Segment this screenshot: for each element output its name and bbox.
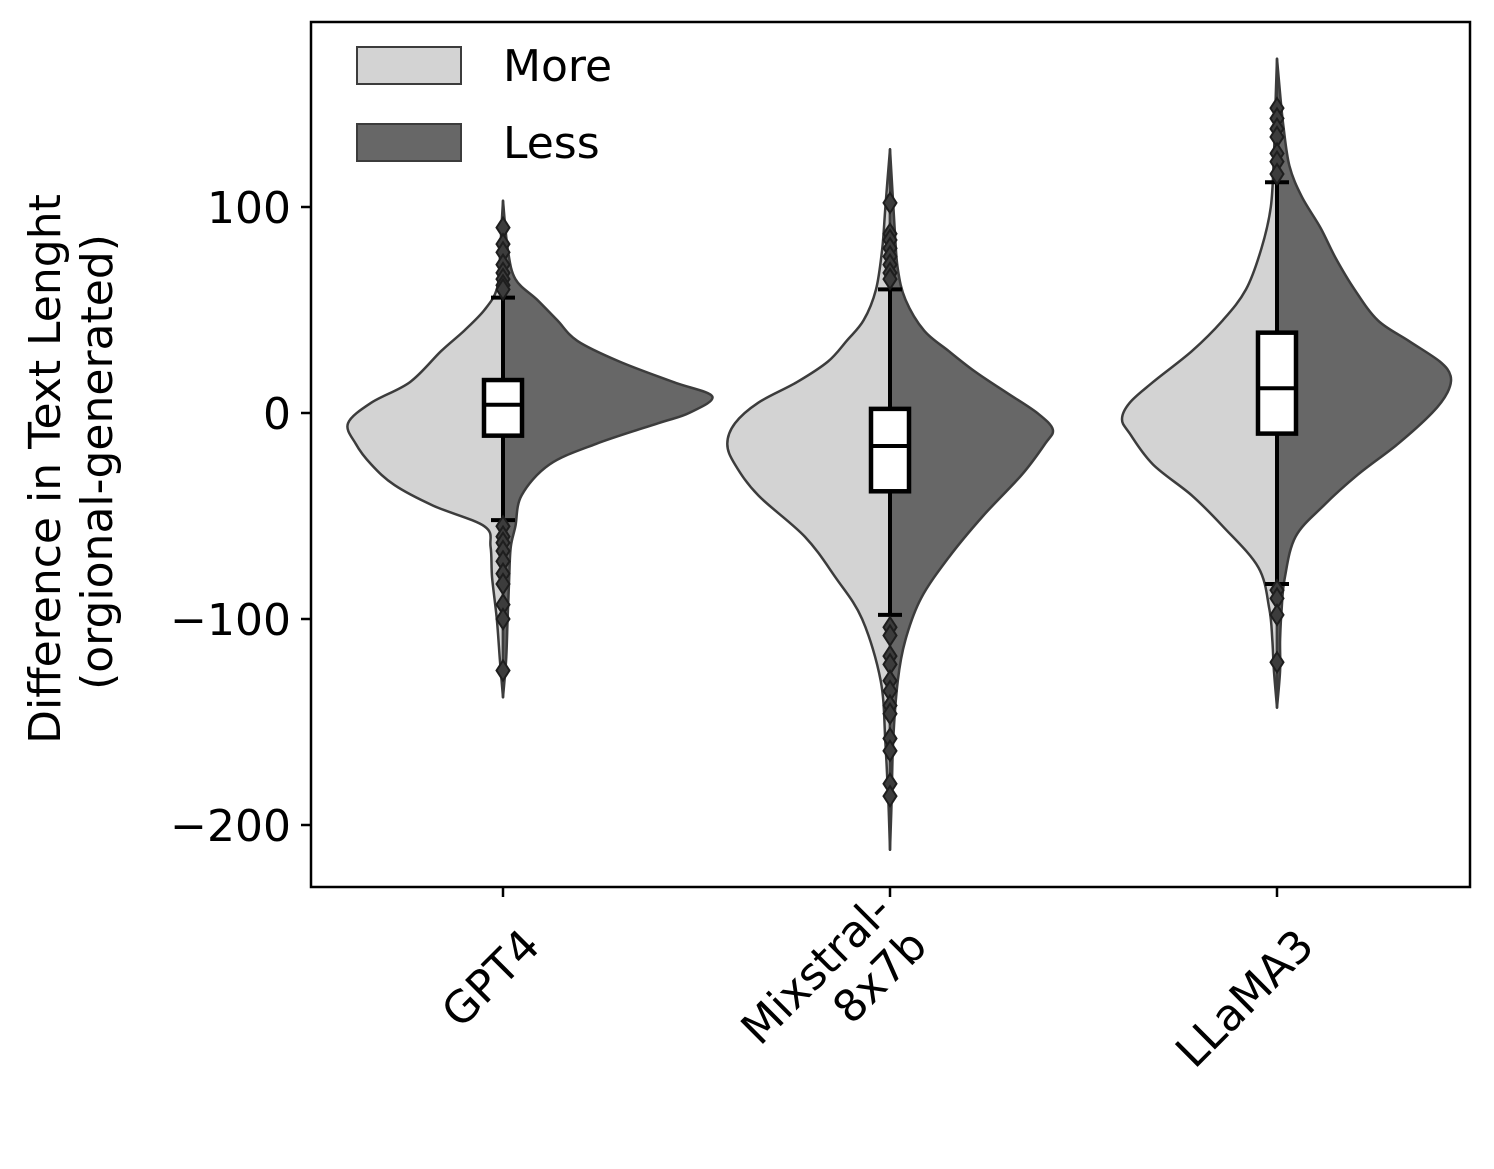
box-gpt4 [481, 377, 525, 438]
legend-swatch-more [356, 46, 462, 85]
violin-more-mixstral-8x7b [726, 148, 892, 851]
violin-group [346, 57, 1453, 851]
violin-less-mixstral-8x7b [888, 148, 1055, 851]
legend: More Less [356, 41, 612, 169]
violin-less-llama3 [1275, 57, 1453, 709]
y-tick-label: −100 [170, 595, 291, 646]
legend-label-more: More [503, 41, 612, 92]
y-axis-label-line-2: (orgional-generated) [72, 234, 123, 690]
y-tick-label: −200 [170, 801, 291, 852]
legend-label-less: Less [503, 118, 600, 169]
outlier-point-llama3 [1269, 650, 1285, 675]
outlier-point-mixstral-8x7b [882, 701, 898, 726]
outlier-point-mixstral-8x7b [882, 191, 898, 215]
y-tick-label: 100 [207, 183, 291, 234]
y-axis-label: Difference in Text Lenght (orgional-gene… [20, 180, 123, 744]
y-tick-label: 0 [263, 389, 291, 440]
y-axis-label-line-1: Difference in Text Lenght [20, 194, 71, 744]
outlier-point-gpt4 [495, 277, 511, 302]
outlier-point-llama3 [1269, 603, 1285, 627]
outlier-point-llama3 [1269, 162, 1285, 186]
box-mixstral-8x7b [868, 406, 912, 494]
outlier-point-gpt4 [495, 607, 511, 631]
outlier-point-mixstral-8x7b [882, 739, 898, 763]
box-llama3 [1255, 330, 1299, 436]
outlier-point-gpt4 [495, 658, 511, 683]
outlier-point-mixstral-8x7b [882, 784, 898, 808]
legend-swatch-less [356, 123, 462, 162]
y-axis: 100 0 −100 −200 [170, 183, 311, 852]
box-group [481, 96, 1299, 808]
violin-more-llama3 [1120, 57, 1279, 709]
outlier-point-mixstral-8x7b [882, 267, 898, 291]
